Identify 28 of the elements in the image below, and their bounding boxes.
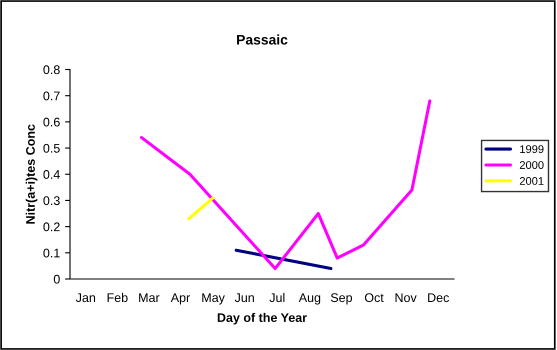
x-tick-label: May <box>202 293 225 305</box>
x-tick-label: Jul <box>269 292 284 302</box>
y-tick-label: 0.2 <box>43 222 60 232</box>
x-tick-label: Feb <box>108 292 128 302</box>
y-tick-label: 0.8 <box>43 65 60 74</box>
x-tick-label: Oct <box>364 293 384 302</box>
x-tick-label: Dec <box>428 293 450 302</box>
y-tick-label: 0 <box>54 274 60 284</box>
legend-label: 2000 <box>520 161 544 169</box>
y-tick-label: 0.1 <box>43 248 60 258</box>
y-tick-label: 0.4 <box>43 170 60 179</box>
legend-label: 2001 <box>520 177 544 185</box>
x-tick-label: Mar <box>139 293 160 302</box>
legend-label: 1999 <box>520 145 544 154</box>
y-tick-label: 0.5 <box>43 144 60 153</box>
y-tick-label: 0.7 <box>43 91 60 100</box>
x-tick-label: Jan <box>76 293 96 302</box>
x-tick-label: Sep <box>330 293 352 305</box>
chart-title: Passaic <box>237 34 288 45</box>
x-tick-label: Aug <box>298 293 320 305</box>
x-tick-label: Nov <box>396 293 417 302</box>
y-tick-label: 0.3 <box>43 196 60 206</box>
y-axis-title: Nitr(a+i)tes Conc <box>26 124 38 224</box>
x-axis-title: Day of the Year <box>218 312 307 325</box>
x-tick-label: Apr <box>170 293 190 305</box>
line-series <box>140 99 432 270</box>
x-tick-label: Jun <box>234 293 254 302</box>
y-tick-label: 0.6 <box>43 118 60 127</box>
